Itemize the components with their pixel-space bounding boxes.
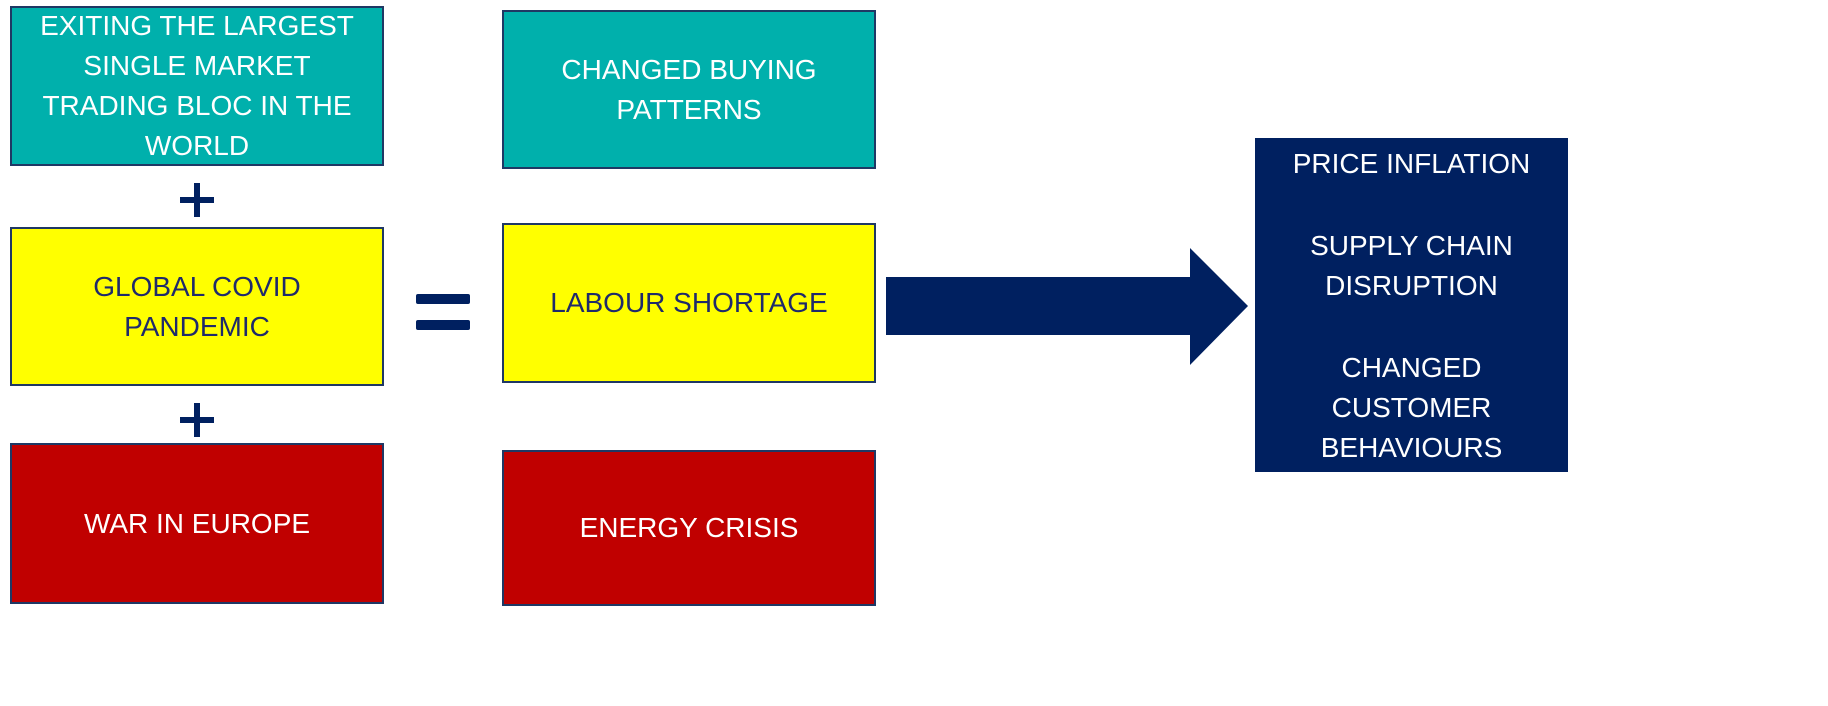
plus-sign [180, 183, 214, 217]
arrow [886, 248, 1248, 365]
cause-box: GLOBAL COVID PANDEMIC [10, 227, 384, 386]
outcome-box: PRICE INFLATION SUPPLY CHAIN DISRUPTION … [1255, 138, 1568, 472]
effect-label: CHANGED BUYING PATTERNS [561, 53, 817, 125]
cause-label: WAR IN EUROPE [83, 507, 311, 539]
effect-label: ENERGY CRISIS [579, 512, 799, 543]
outcome-label: CHANGED CUSTOMER BEHAVIOURS [1320, 352, 1503, 463]
effect-box: ENERGY CRISIS [502, 450, 876, 606]
cause-label: EXITING THE LARGEST SINGLE MARKET TRADIN… [40, 10, 354, 161]
equals-sign [416, 294, 470, 330]
effect-label: LABOUR SHORTAGE [550, 287, 828, 318]
outcome-label: PRICE INFLATION [1292, 148, 1531, 179]
cause-box: EXITING THE LARGEST SINGLE MARKET TRADIN… [10, 6, 384, 166]
plus-sign [180, 403, 214, 437]
cause-label: GLOBAL COVID PANDEMIC [93, 270, 301, 342]
effect-box: LABOUR SHORTAGE [502, 223, 876, 383]
outcome-label: SUPPLY CHAIN DISRUPTION [1310, 230, 1513, 301]
effect-box: CHANGED BUYING PATTERNS [502, 10, 876, 169]
cause-box: WAR IN EUROPE [10, 443, 384, 604]
